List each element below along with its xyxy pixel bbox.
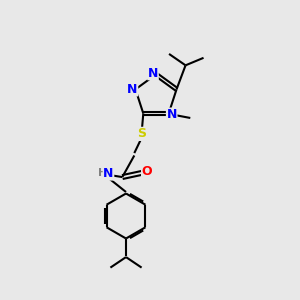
- Text: N: N: [167, 108, 177, 121]
- Text: N: N: [103, 167, 114, 180]
- Text: H: H: [98, 169, 107, 178]
- Text: N: N: [127, 83, 138, 96]
- Text: S: S: [137, 128, 146, 140]
- Text: N: N: [148, 67, 158, 80]
- Text: O: O: [142, 166, 152, 178]
